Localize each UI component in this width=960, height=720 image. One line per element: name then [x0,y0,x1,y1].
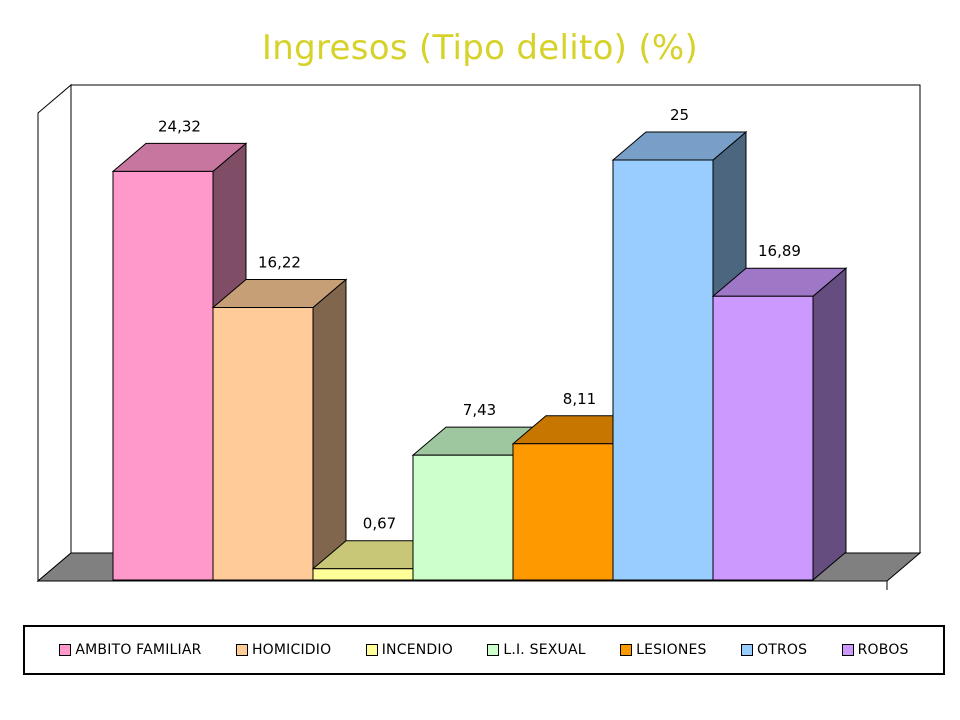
legend-label: AMBITO FAMILIAR [75,642,202,658]
bar-front [512,443,614,581]
value-label: 25 [670,106,689,124]
legend-item: OTROS [741,642,807,658]
legend-label: HOMICIDIO [251,642,332,658]
legend-swatch [487,644,500,656]
legend-swatch [741,644,754,656]
bar-front [712,295,814,581]
bar-homicidio [211,278,348,582]
bar-robos [711,267,848,582]
bar-side [812,267,847,582]
bar-front [612,159,714,581]
bars-group [111,130,848,582]
side-wall [37,83,72,583]
value-label: 0,67 [363,515,396,533]
legend-label: LESIONES [636,642,707,658]
legend-swatch [235,644,248,656]
legend-item: LESIONES [620,642,707,658]
legend-item: L.I. SEXUAL [487,642,586,658]
bar-front [112,170,214,581]
value-label: 8,11 [563,390,596,408]
value-label: 16,22 [258,254,301,272]
value-label: 24,32 [158,117,201,135]
legend: AMBITO FAMILIAR HOMICIDIO INCENDIO L.I. SEX… [23,625,945,675]
legend-label: L.I. SEXUAL [503,642,586,658]
value-label: 16,89 [758,242,801,260]
legend-label: INCENDIO [381,642,453,658]
legend-item: ROBOS [841,642,909,658]
legend-item: AMBITO FAMILIAR [59,642,201,658]
legend-swatch [59,644,72,656]
legend-item: HOMICIDIO [235,642,332,658]
value-label: 7,43 [463,401,496,419]
bar-side [312,278,347,582]
legend-label: OTROS [757,642,808,658]
chart-title: Ingresos (Tipo delito) (%) [261,28,699,68]
legend-item: INCENDIO [365,642,453,658]
legend-swatch [841,644,854,656]
legend-label: ROBOS [857,642,909,658]
legend-swatch [620,644,633,656]
bar-chart: 24,32 16,22 0,67 7,43 8,11 25 16,89 [36,83,922,590]
bar-front [312,568,414,581]
value-labels-group: 24,32 16,22 0,67 7,43 8,11 25 16,89 [158,106,801,533]
bar-front [212,307,314,581]
legend-swatch [365,644,378,656]
bar-front [412,454,514,581]
